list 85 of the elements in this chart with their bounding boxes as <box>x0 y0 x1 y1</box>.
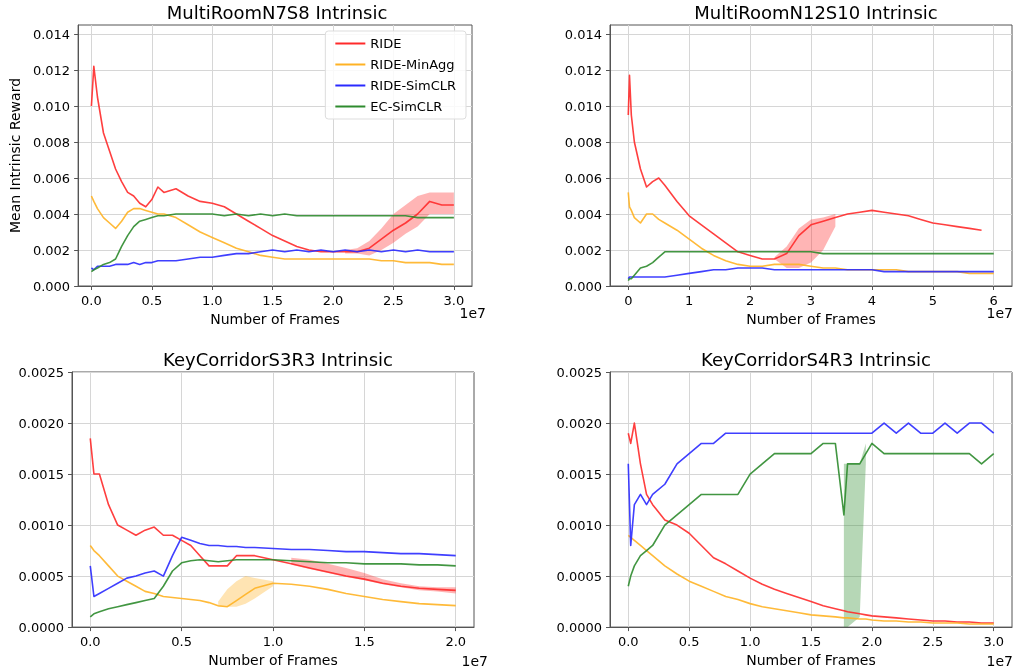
y-tick-label: 0.000 <box>564 278 602 294</box>
text: 1e7 <box>986 305 1014 321</box>
x-tick-label: 0.0 <box>617 634 639 650</box>
y-tick-label: 0.006 <box>564 170 602 186</box>
text: 1e7 <box>986 653 1014 669</box>
line-series <box>627 534 995 625</box>
x-tick-label: 3 <box>806 293 816 308</box>
y-tick-label: 0.002 <box>32 242 71 258</box>
x-tick-label: 5 <box>928 293 937 308</box>
chart-title: KeyCorridorS4R3 Intrinsic <box>701 348 931 370</box>
y-tick-label: 0.006 <box>32 170 71 186</box>
line-series <box>627 251 995 282</box>
x-tick-label: 3.0 <box>983 634 1005 650</box>
y-tick-label: 0.008 <box>32 134 71 150</box>
y-tick-label: 0.0020 <box>18 415 64 431</box>
y-tick-label: 0.0005 <box>18 568 64 584</box>
x-tick-label: 0.5 <box>171 634 192 650</box>
x-axis-title: Number of Frames <box>746 310 876 327</box>
line-series <box>90 195 455 266</box>
x-tick-label: 0.0 <box>79 634 101 650</box>
x-axis-title: Number of Frames <box>210 310 340 327</box>
y-tick-label: 0.0010 <box>556 517 602 533</box>
x-tick-label: 0.5 <box>141 293 163 308</box>
chart-title: MultiRoomN12S10 Intrinsic <box>694 1 938 23</box>
x-tick-label: 1 <box>685 293 694 308</box>
x-tick-label: 2.0 <box>322 293 344 308</box>
x-tick-label: 1.5 <box>262 293 283 308</box>
x-tick-label: 0.5 <box>678 634 700 650</box>
line-series <box>627 422 995 624</box>
y-tick-label: 0.004 <box>32 206 71 222</box>
y-tick-label: 0.0020 <box>556 415 602 431</box>
y-tick-label: 0.002 <box>564 242 602 258</box>
x-tick-label: 1.5 <box>354 634 375 650</box>
line-series <box>90 213 455 273</box>
y-tick-label: 0.010 <box>564 98 602 114</box>
chart-title: MultiRoomN7S8 Intrinsic <box>166 1 388 23</box>
y-tick-label: 0.0015 <box>556 466 602 482</box>
legend-label: EC-SimCLR <box>370 99 443 114</box>
legend-label: RIDE <box>370 36 402 51</box>
y-axis-title: Mean Intrinsic Reward <box>7 77 23 234</box>
line-series <box>627 267 995 280</box>
x-tick-label: 1.5 <box>800 634 822 650</box>
y-tick-label: 0.012 <box>32 62 71 78</box>
x-tick-label: 2.0 <box>445 634 467 650</box>
y-tick-label: 0.010 <box>32 98 71 114</box>
y-tick-label: 0.0015 <box>18 466 64 482</box>
x-axis-title: Number of Frames <box>208 652 338 668</box>
x-tick-label: 2.5 <box>922 634 944 650</box>
text: 1e7 <box>459 305 487 321</box>
x-tick-label: 1.0 <box>739 634 761 650</box>
x-tick-label: 0.0 <box>81 293 102 308</box>
legend-label: RIDE-MinAgg <box>370 57 455 72</box>
x-tick-label: 2.5 <box>383 293 404 308</box>
y-tick-label: 0.012 <box>564 62 602 78</box>
y-tick-label: 0.0025 <box>18 364 64 380</box>
y-tick-label: 0.0000 <box>18 619 64 635</box>
text: 1e7 <box>461 653 489 669</box>
line-series <box>89 536 457 598</box>
line-series <box>627 422 995 547</box>
line-series <box>90 249 455 271</box>
line-series <box>627 74 983 260</box>
y-tick-label: 0.014 <box>32 26 71 42</box>
line-series <box>627 442 995 588</box>
y-tick-label: 0.0025 <box>556 364 602 380</box>
chart-title: KeyCorridorS3R3 Intrinsic <box>163 348 393 370</box>
x-tick-label: 2.0 <box>861 634 883 650</box>
y-tick-label: 0.014 <box>564 26 602 42</box>
x-tick-label: 2 <box>745 293 755 308</box>
x-tick-label: 0 <box>624 293 633 308</box>
y-tick-label: 0.0000 <box>556 619 602 635</box>
y-tick-label: 0.0005 <box>556 568 602 584</box>
y-tick-label: 0.008 <box>564 134 602 150</box>
x-tick-label: 3.0 <box>443 293 465 308</box>
y-tick-label: 0.000 <box>32 278 71 294</box>
line-series <box>89 437 457 592</box>
y-tick-label: 0.004 <box>564 206 602 222</box>
x-tick-label: 4 <box>867 293 877 308</box>
line-series <box>89 558 457 618</box>
x-axis-title: Number of Frames <box>746 652 876 668</box>
line-series <box>89 544 457 608</box>
x-tick-label: 1.0 <box>262 634 284 650</box>
x-tick-label: 1.0 <box>201 293 223 308</box>
x-tick-label: 6 <box>989 293 998 308</box>
legend-label: RIDE-SimCLR <box>370 78 457 93</box>
y-tick-label: 0.0010 <box>18 517 64 533</box>
